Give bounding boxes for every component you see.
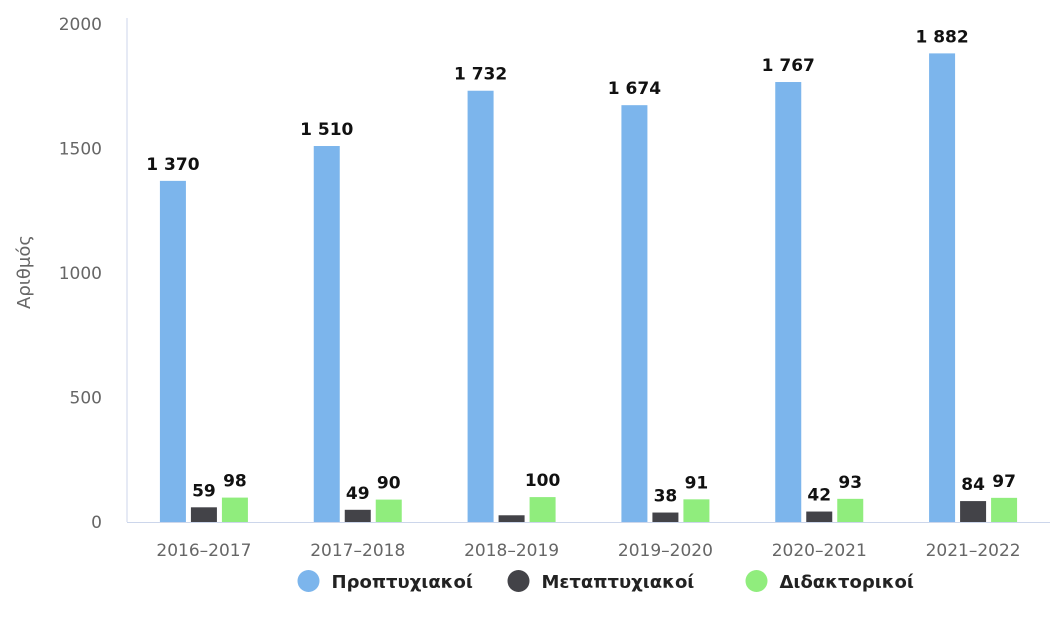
x-tick-label: 2016–2017	[156, 541, 251, 561]
legend-label: Μεταπτυχιακοί	[542, 572, 695, 593]
bars	[159, 53, 1018, 523]
bar[interactable]	[159, 180, 186, 522]
x-tick-label: 2019–2020	[618, 541, 713, 561]
data-label: 90	[377, 474, 401, 494]
data-label: 91	[685, 473, 709, 493]
y-axis-ticks: 0 500 1000 1500 2000	[59, 15, 102, 533]
data-label: 1 674	[608, 79, 661, 99]
bar[interactable]	[467, 90, 494, 523]
y-axis-title-group: Αριθμός	[14, 235, 35, 309]
data-label: 42	[807, 486, 831, 506]
data-label: 100	[525, 471, 561, 491]
y-tick-label: 0	[91, 513, 102, 533]
bar[interactable]	[529, 497, 556, 522]
bar[interactable]	[190, 507, 217, 522]
bar[interactable]	[775, 82, 802, 522]
bar[interactable]	[375, 499, 402, 522]
data-label: 93	[838, 473, 862, 493]
data-label: 1 882	[915, 27, 968, 47]
data-label: 1 732	[454, 65, 507, 85]
legend-swatch	[507, 570, 530, 592]
bar[interactable]	[991, 497, 1018, 522]
bar[interactable]	[621, 105, 648, 522]
legend-swatch	[745, 570, 768, 592]
legend-item[interactable]: Προπτυχιακοί	[297, 570, 473, 593]
bar[interactable]	[313, 146, 340, 522]
x-axis-ticks: 2016–2017 2017–2018 2018–2019 2019–2020 2020…	[156, 541, 1020, 561]
y-axis-title: Αριθμός	[14, 235, 35, 309]
bar[interactable]	[837, 498, 864, 522]
data-label: 84	[961, 475, 985, 495]
legend-swatch	[297, 570, 320, 592]
data-label: 1 370	[146, 155, 199, 175]
legend: Προπτυχιακοί Μεταπτυχιακοί Διδακτορικοί	[297, 570, 914, 593]
bar[interactable]	[683, 499, 710, 522]
bar[interactable]	[806, 511, 833, 522]
bar[interactable]	[221, 497, 248, 522]
bar[interactable]	[960, 501, 987, 522]
y-tick-label: 500	[70, 389, 102, 409]
bar[interactable]	[652, 512, 679, 522]
x-tick-label: 2017–2018	[310, 541, 405, 561]
y-tick-label: 1000	[59, 264, 102, 284]
data-label: 1 510	[300, 120, 353, 140]
data-label: 38	[654, 487, 678, 507]
legend-label: Προπτυχιακοί	[332, 572, 473, 593]
legend-item[interactable]: Διδακτορικοί	[745, 570, 914, 593]
x-tick-label: 2020–2021	[772, 541, 867, 561]
legend-label: Διδακτορικοί	[780, 572, 914, 593]
data-label: 97	[992, 472, 1016, 492]
data-label: 1 767	[762, 56, 815, 76]
y-tick-label: 1500	[59, 140, 102, 160]
legend-item[interactable]: Μεταπτυχιακοί	[507, 570, 695, 593]
data-label: 59	[192, 481, 216, 501]
y-tick-label: 2000	[59, 15, 102, 35]
bar[interactable]	[498, 515, 525, 522]
x-tick-label: 2018–2019	[464, 541, 559, 561]
data-label: 98	[223, 472, 247, 492]
bar[interactable]	[344, 509, 371, 522]
axes	[126, 18, 1050, 523]
bar[interactable]	[929, 53, 956, 523]
data-label: 49	[346, 484, 370, 504]
x-tick-label: 2021–2022	[926, 541, 1021, 561]
data-labels: 1 370 59 98 1 510 49 90 1 732 100 1 674 38 91 1 767…	[146, 27, 1016, 506]
